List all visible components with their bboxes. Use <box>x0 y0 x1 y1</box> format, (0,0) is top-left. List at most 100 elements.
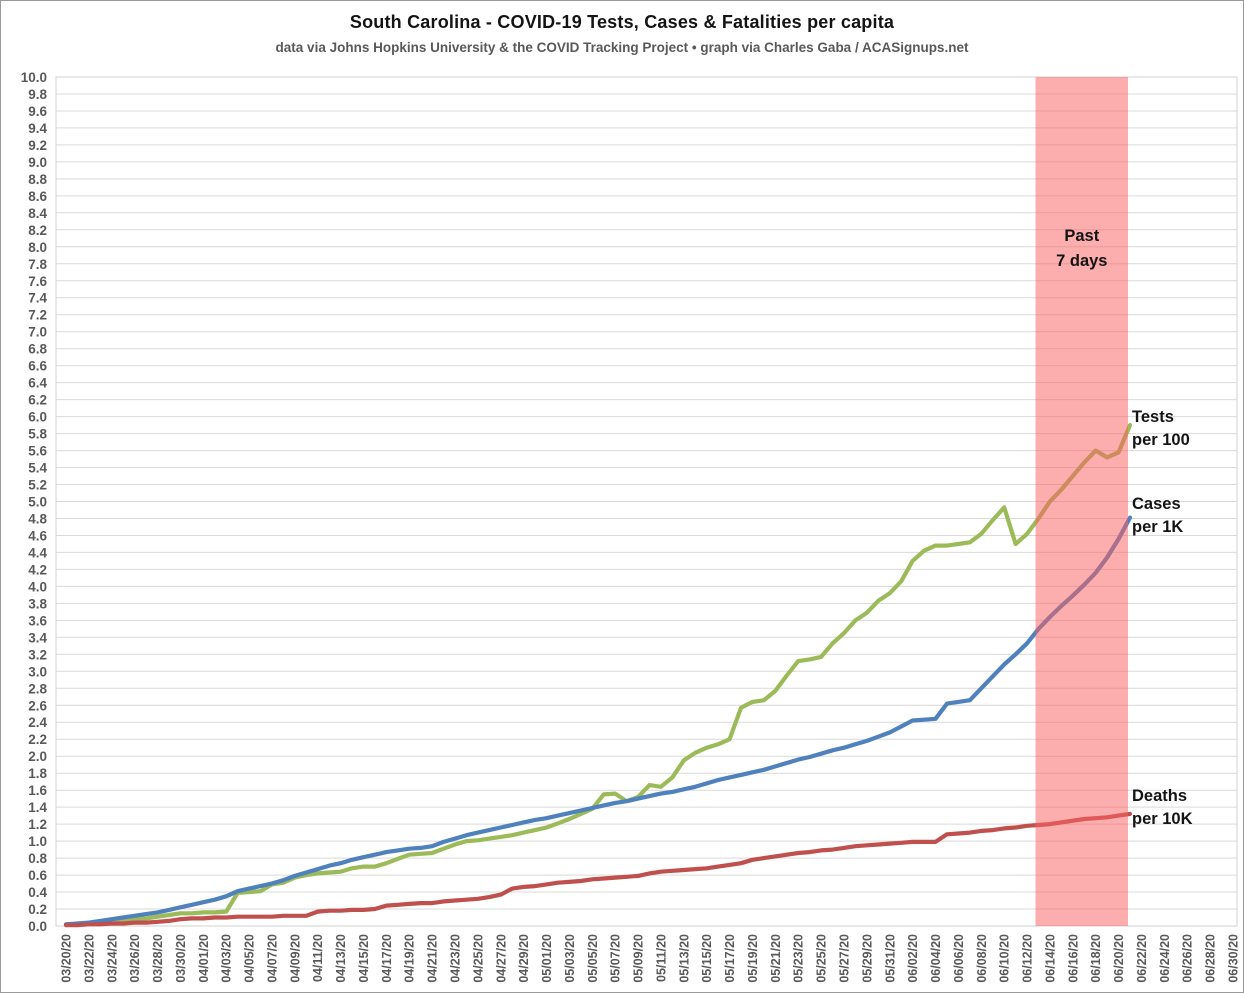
y-tick-label: 4.8 <box>28 512 47 527</box>
y-tick-label: 7.0 <box>28 325 47 340</box>
x-tick-label: 05/07/20 <box>609 934 623 983</box>
y-tick-label: 3.4 <box>28 630 47 645</box>
y-tick-label: 9.8 <box>28 87 47 102</box>
y-tick-label: 1.8 <box>28 766 47 781</box>
y-tick-label: 4.6 <box>28 529 47 544</box>
x-tick-label: 03/30/20 <box>174 934 188 983</box>
chart-subtitle: data via Johns Hopkins University & the … <box>275 40 969 55</box>
y-tick-label: 8.2 <box>28 223 47 238</box>
y-tick-label: 5.8 <box>28 427 47 442</box>
y-tick-label: 7.2 <box>28 308 47 323</box>
y-tick-label: 5.6 <box>28 444 47 459</box>
y-tick-label: 2.4 <box>28 715 47 730</box>
y-tick-label: 3.8 <box>28 596 47 611</box>
y-tick-label: 9.2 <box>28 138 47 153</box>
series-label-tests-line1: Tests <box>1132 408 1174 426</box>
x-tick-label: 04/25/20 <box>471 934 485 983</box>
x-tick-label: 04/19/20 <box>403 934 417 983</box>
x-tick-label: 05/17/20 <box>723 934 737 983</box>
series-label-deaths-line1: Deaths <box>1132 787 1187 805</box>
x-tick-label: 06/18/20 <box>1089 934 1103 983</box>
x-tick-label: 06/30/20 <box>1227 934 1241 983</box>
x-tick-label: 05/01/20 <box>540 934 554 983</box>
plot-border <box>55 76 1238 927</box>
x-tick-label: 05/03/20 <box>563 934 577 983</box>
x-tick-label: 03/22/20 <box>82 934 96 983</box>
x-tick-label: 06/16/20 <box>1066 934 1080 983</box>
series-line-deaths <box>63 811 1133 928</box>
series-label-tests-line2: per 100 <box>1132 431 1190 449</box>
x-tick-label: 04/09/20 <box>288 934 302 983</box>
x-tick-label: 03/20/20 <box>60 934 74 983</box>
x-tick-label: 06/20/20 <box>1112 934 1126 983</box>
y-tick-label: 7.6 <box>28 274 47 289</box>
y-tick-label: 1.4 <box>28 800 47 815</box>
x-tick-label: 05/15/20 <box>700 934 714 983</box>
band-label-line1: Past <box>1064 227 1099 245</box>
x-tick-label: 03/28/20 <box>151 934 165 983</box>
y-tick-label: 0.2 <box>28 902 47 917</box>
y-tick-label: 0.8 <box>28 851 47 866</box>
y-tick-label: 7.8 <box>28 257 47 272</box>
x-tick-label: 05/29/20 <box>860 934 874 983</box>
chart-title: South Carolina - COVID-19 Tests, Cases &… <box>349 12 895 32</box>
x-tick-label: 06/06/20 <box>952 934 966 983</box>
x-tick-label: 06/14/20 <box>1043 934 1057 983</box>
y-tick-label: 8.8 <box>28 172 47 187</box>
y-tick-label: 4.2 <box>28 562 47 577</box>
x-tick-label: 06/24/20 <box>1158 934 1172 983</box>
x-tick-label: 06/02/20 <box>906 934 920 983</box>
y-tick-label: 0.6 <box>28 868 47 883</box>
x-tick-label: 05/11/20 <box>654 934 668 982</box>
y-tick-label: 5.0 <box>28 495 47 510</box>
x-tick-label: 05/21/20 <box>769 934 783 983</box>
x-tick-label: 06/22/20 <box>1135 934 1149 983</box>
x-tick-label: 05/25/20 <box>815 934 829 983</box>
x-tick-label: 06/04/20 <box>929 934 943 983</box>
x-tick-label: 04/29/20 <box>517 934 531 983</box>
y-tick-label: 4.4 <box>28 545 47 560</box>
x-tick-label: 06/08/20 <box>975 934 989 983</box>
series-label-cases-line2: per 1K <box>1132 518 1183 536</box>
y-tick-label: 2.6 <box>28 698 47 713</box>
y-axis-labels: 0.0 0.2 0.4 0.6 0.8 1.0 1.2 1.4 1.6 1.8 2.0 2.2 2.4 2… <box>21 70 48 934</box>
y-tick-label: 0.0 <box>28 919 47 934</box>
x-axis-labels: 03/20/20 03/22/20 03/24/20 03/26/20 03/28/20… <box>60 934 1241 983</box>
series-line-tests <box>63 423 1133 927</box>
y-tick-label: 1.0 <box>28 834 47 849</box>
x-tick-label: 05/05/20 <box>586 934 600 983</box>
y-tick-label: 6.8 <box>28 342 47 357</box>
x-tick-label: 04/21/20 <box>426 934 440 983</box>
y-tick-label: 2.2 <box>28 732 47 747</box>
y-tick-label: 9.6 <box>28 104 47 119</box>
y-tick-label: 5.2 <box>28 478 47 493</box>
x-tick-label: 05/27/20 <box>838 934 852 983</box>
x-tick-label: 06/10/20 <box>998 934 1012 983</box>
y-tick-label: 3.6 <box>28 613 47 628</box>
x-tick-label: 04/11/20 <box>311 934 325 982</box>
x-tick-label: 03/26/20 <box>128 934 142 983</box>
y-tick-label: 4.0 <box>28 579 47 594</box>
x-tick-label: 05/23/20 <box>792 934 806 983</box>
y-tick-label: 3.0 <box>28 664 47 679</box>
x-tick-label: 06/28/20 <box>1204 934 1218 983</box>
x-tick-label: 05/13/20 <box>677 934 691 983</box>
y-tick-label: 2.8 <box>28 681 47 696</box>
series-line-cases <box>63 515 1133 927</box>
y-tick-label: 8.6 <box>28 189 47 204</box>
y-tick-label: 6.4 <box>28 376 47 391</box>
x-tick-label: 04/15/20 <box>357 934 371 983</box>
y-tick-label: 8.4 <box>28 206 47 221</box>
y-tick-label: 8.0 <box>28 240 47 255</box>
y-tick-label: 1.6 <box>28 783 47 798</box>
x-tick-label: 06/26/20 <box>1181 934 1195 983</box>
y-tick-label: 10.0 <box>21 70 47 85</box>
series-label-deaths-line2: per 10K <box>1132 810 1193 828</box>
y-tick-label: 9.0 <box>28 155 47 170</box>
x-tick-label: 03/24/20 <box>105 934 119 983</box>
x-tick-label: 04/13/20 <box>334 934 348 983</box>
y-tick-label: 6.6 <box>28 359 47 374</box>
x-tick-label: 05/09/20 <box>632 934 646 983</box>
